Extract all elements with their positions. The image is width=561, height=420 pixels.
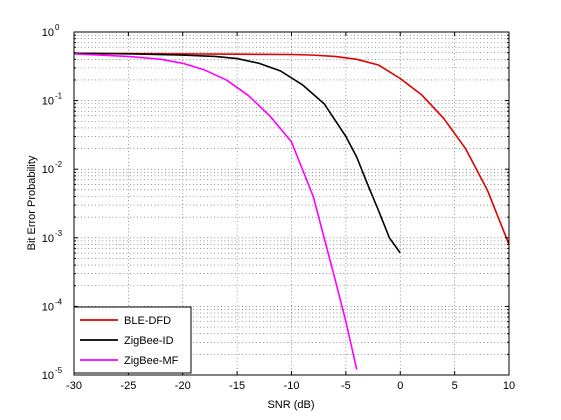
x-tick-labels: -30 -25 -20 -15 -10 -5 0 5 10 <box>66 380 515 392</box>
series-zigbee-id-line <box>73 52 401 254</box>
x-tick-label: -5 <box>341 380 351 392</box>
y-tick-exponent: -4 <box>55 297 63 306</box>
y-tick-label: 10 <box>42 96 54 108</box>
x-tick-label: -25 <box>120 380 136 392</box>
x-tick-label: -20 <box>175 380 191 392</box>
x-tick-label: -10 <box>284 380 300 392</box>
series-zigbee-mf-line <box>73 53 358 370</box>
legend-label: ZigBee-MF <box>124 355 179 367</box>
y-tick-label: 10 <box>42 27 54 39</box>
series-ble-dfd-line <box>73 52 510 245</box>
legend-label: BLE-DFD <box>124 315 171 327</box>
y-tick-exponent: 0 <box>55 23 60 32</box>
y-tick-exponent: -2 <box>55 160 63 169</box>
y-tick-exponent: -5 <box>55 366 63 375</box>
y-axis-label: Bit Error Probability <box>26 155 38 250</box>
series-lines <box>73 52 510 370</box>
y-tick-label: 10 <box>42 233 54 245</box>
y-tick-label: 10 <box>42 164 54 176</box>
x-tick-label: 0 <box>397 380 403 392</box>
y-tick-exponent: -3 <box>55 229 63 238</box>
legend-label: ZigBee-ID <box>124 335 174 347</box>
x-tick-label: 10 <box>503 380 515 392</box>
y-tick-label: 10 <box>42 370 54 382</box>
legend: BLE-DFD ZigBee-ID ZigBee-MF <box>73 306 192 374</box>
x-tick-label: -15 <box>229 380 245 392</box>
y-tick-label: 10 <box>42 301 54 313</box>
x-tick-label: 5 <box>452 380 458 392</box>
y-tick-exponent: -1 <box>55 92 63 101</box>
x-tick-label: -30 <box>66 380 82 392</box>
x-axis-label: SNR (dB) <box>267 399 314 411</box>
